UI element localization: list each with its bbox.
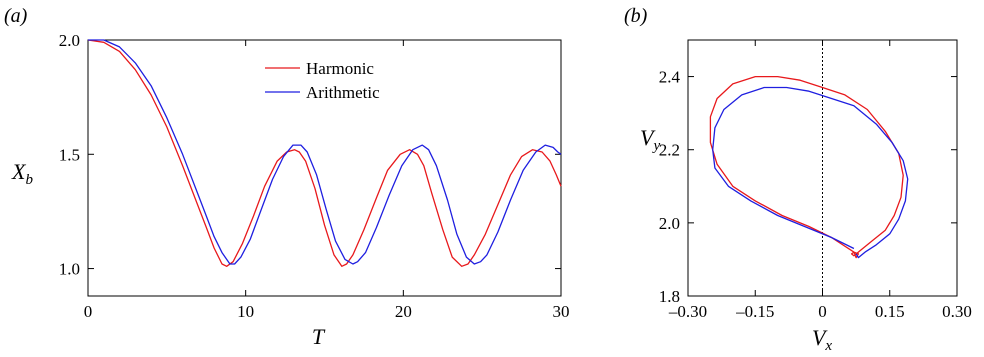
panel-a-xtick-label: 0 xyxy=(84,302,93,321)
panel-b-ytick-label: 1.8 xyxy=(659,287,680,306)
panel-b-ylabel: Vy xyxy=(640,125,660,154)
panel-b-xlabel: Vx xyxy=(812,325,832,354)
panel-b-label: (b) xyxy=(624,5,648,27)
panel-b: (b) Vy Vx –0.30 –0.15 0 0.15 0.30 1.8 2.0 2.2 2.… xyxy=(624,5,972,354)
panel-a-series-harmonic xyxy=(87,39,562,267)
panel-a-label: (a) xyxy=(4,5,28,27)
panel-a-frame xyxy=(87,39,562,297)
panel-a-xtick-label: 10 xyxy=(237,302,254,321)
panel-a-plot-area: 0 10 20 30 1.0 1.5 2.0 xyxy=(59,31,570,321)
panel-a-ytick-label: 1.0 xyxy=(59,260,80,279)
panel-a-ytick-label: 1.5 xyxy=(59,145,80,164)
panel-a-xtick-label: 30 xyxy=(553,302,570,321)
panel-b-plot-area: –0.30 –0.15 0 0.15 0.30 1.8 2.0 2.2 2.4 xyxy=(659,39,972,321)
panel-b-series-harmonic xyxy=(709,75,904,259)
panel-a-ytick-label: 2.0 xyxy=(59,31,80,50)
panel-b-xtick-label: 0 xyxy=(818,302,827,321)
panel-a: (a) Xb T 0 10 20 30 1.0 1.5 2.0 Harmonic Arith… xyxy=(4,5,570,349)
legend-harmonic-label: Harmonic xyxy=(306,59,374,78)
panel-a-xlabel: T xyxy=(312,324,326,349)
panel-b-xtick-label: –0.30 xyxy=(668,302,707,321)
panel-a-ylabel: Xb xyxy=(11,159,33,188)
panel-a-xtick-label: 20 xyxy=(395,302,412,321)
panel-b-series-arithmetic xyxy=(712,86,909,259)
panel-b-ytick-label: 2.4 xyxy=(659,68,681,87)
legend-arithmetic-label: Arithmetic xyxy=(306,83,380,102)
panel-b-xtick-label: 0.15 xyxy=(875,302,905,321)
panel-b-ytick-label: 2.0 xyxy=(659,214,680,233)
panel-a-series-arithmetic xyxy=(88,39,562,265)
panel-b-xtick-label: –0.15 xyxy=(735,302,774,321)
panel-b-ytick-label: 2.2 xyxy=(659,141,680,160)
panel-b-xtick-label: 0.30 xyxy=(942,302,972,321)
panel-a-legend: Harmonic Arithmetic xyxy=(265,59,380,102)
